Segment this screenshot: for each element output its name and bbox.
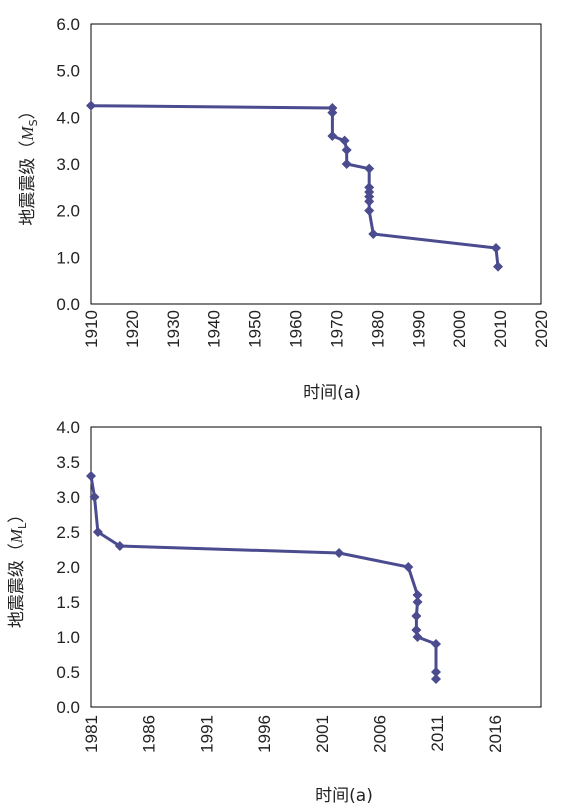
chart-bottom-x-tick-label: 1996 [255,715,274,753]
chart-bottom-x-tick-label: 2006 [370,715,389,753]
chart-bottom-magnitude-ml: 0.0 0.5 1.0 1.5 2.0 2.5 3.0 3.5 4.0 1981 1986 1991… [7,418,542,806]
chart-top-magnitude-ms: 0.01.02.03.04.05.06.0 1910 1920 1930 1940 19… [18,15,551,403]
chart-bottom-data-point [86,471,96,481]
chart-bottom-x-tick-label: 1981 [82,715,101,753]
chart-top-x-tick-label: 1970 [327,310,346,348]
chart-bottom-y-tick-label: 1.5 [56,593,80,612]
chart-top-x-tick-label: 2000 [450,310,469,348]
chart-bottom-data-point [92,527,103,537]
chart-top-x-tick-label: 1960 [287,310,306,348]
chart-top-y-tick-label: 3.0 [56,155,80,174]
chart-bottom-y-tick-labels: 0.0 0.5 1.0 1.5 2.0 2.5 3.0 3.5 4.0 [56,418,80,717]
chart-bottom-y-tick-label: 2.0 [56,558,80,577]
chart-top-data-point [86,100,96,111]
chart-top-data-point [368,229,379,239]
chart-bottom-x-tick-label: 2001 [313,715,332,753]
chart-top-data-point [364,196,375,207]
chart-bottom-data-point [431,639,441,649]
chart-bottom-data-point [412,590,423,600]
chart-top-x-tick-label: 1940 [205,310,224,348]
chart-top-y-axis-title: 地震震级（MS） [18,102,40,225]
chart-bottom-y-tick-label: 1.0 [56,628,80,647]
chart-bottom-x-tick-label: 2016 [486,715,505,753]
chart-top-data-point [364,205,375,216]
chart-bottom-data-point [89,492,100,502]
chart-top-series-markers [86,100,504,272]
chart-top-x-tick-label: 1980 [368,310,387,348]
chart-bottom-data-point [411,611,422,621]
chart-top-y-tick-label: 1.0 [56,248,80,267]
chart-top-y-tick-label: 6.0 [56,15,80,34]
chart-top-data-point [341,145,352,155]
chart-top-x-tick-label: 1950 [246,310,265,348]
chart-top-data-point [341,159,352,169]
chart-bottom-x-tick-label: 1986 [140,715,159,753]
chart-bottom-plot-frame [90,426,542,708]
chart-top-data-point [493,261,504,272]
chart-bottom-x-tick-label: 1991 [197,715,216,753]
chart-bottom-data-point [431,667,441,677]
chart-top-data-point [491,243,501,253]
chart-top-x-axis-title: 时间(a) [303,383,361,403]
chart-top-data-point [327,131,338,141]
chart-bottom-x-axis-title: 时间(a) [315,786,373,806]
chart-top-y-tick-label: 0.0 [56,295,80,314]
chart-top-x-tick-label: 2010 [491,310,510,348]
chart-bottom-x-tick-label: 2011 [428,715,447,752]
chart-top-data-point [339,135,350,146]
chart-top-x-tick-label: 1920 [123,310,142,348]
chart-bottom-y-tick-label: 2.5 [56,523,80,542]
chart-top-y-tick-labels: 0.0 1.0 2.0 3.0 4.0 5.0 6.0 [56,15,80,314]
chart-bottom-series-markers [86,471,441,684]
chart-bottom-series-line [89,475,438,679]
chart-top-y-tick-label: 4.0 [56,108,80,127]
chart-bottom-data-point [403,562,414,572]
chart-top-data-point [364,163,375,174]
chart-bottom-y-tick-label: 3.0 [56,488,80,507]
chart-top-series-line [90,104,500,267]
chart-top-x-tick-label: 1910 [82,310,101,348]
chart-bottom-data-point [114,541,125,551]
chart-bottom-y-tick-label: 3.5 [56,453,80,472]
chart-top-x-tick-label: 1930 [164,310,183,348]
chart-bottom-data-point [412,632,423,642]
chart-top-x-tick-label: 2020 [532,310,551,348]
chart-bottom-y-tick-label: 0.5 [56,663,80,682]
chart-bottom-data-point [431,674,441,684]
chart-top-data-point [327,107,338,118]
chart-top-y-tick-label: 2.0 [56,202,80,221]
chart-bottom-data-point [412,597,423,607]
chart-top-x-tick-labels: 1910 1920 1930 1940 1950 1960 1970 1980 1990 2000… [82,310,551,348]
chart-bottom-y-tick-label: 0.0 [56,698,80,717]
chart-bottom-data-point [411,625,422,635]
chart-top-plot-frame [90,23,542,305]
chart-bottom-y-axis-title: 地震震级（ML） [7,506,29,628]
chart-bottom-data-point [334,548,345,558]
chart-top-x-tick-label: 1990 [409,310,428,348]
chart-bottom-x-tick-labels: 1981 1986 1991 1996 2001 2006 2011 2016 [82,715,505,753]
chart-top-y-tick-label: 5.0 [56,62,80,81]
chart-bottom-y-tick-label: 4.0 [56,418,80,437]
